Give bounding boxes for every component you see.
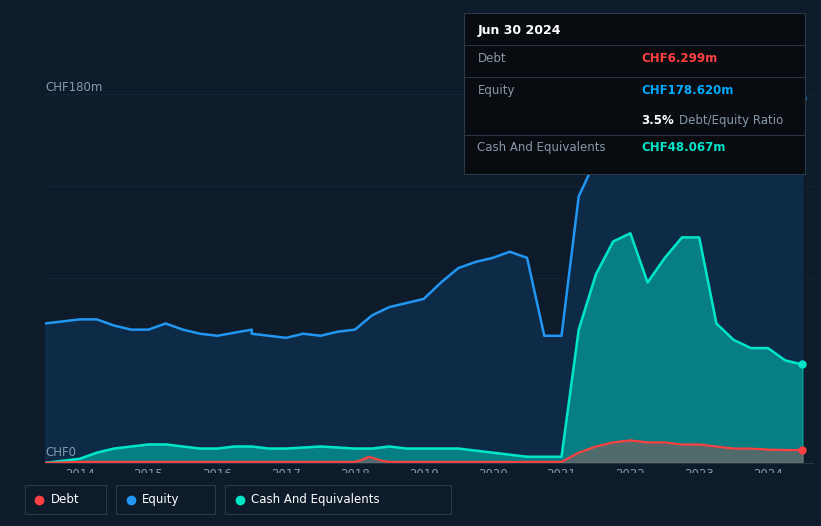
Text: CHF6.299m: CHF6.299m bbox=[641, 52, 718, 65]
FancyBboxPatch shape bbox=[25, 485, 106, 514]
Text: CHF178.620m: CHF178.620m bbox=[641, 84, 733, 97]
Text: Jun 30 2024: Jun 30 2024 bbox=[478, 24, 561, 37]
Text: CHF48.067m: CHF48.067m bbox=[641, 141, 726, 155]
Text: Debt: Debt bbox=[51, 493, 80, 506]
Text: Cash And Equivalents: Cash And Equivalents bbox=[478, 141, 606, 155]
Text: Equity: Equity bbox=[142, 493, 180, 506]
Text: Debt: Debt bbox=[478, 52, 506, 65]
Text: Cash And Equivalents: Cash And Equivalents bbox=[251, 493, 380, 506]
FancyBboxPatch shape bbox=[116, 485, 215, 514]
Text: Equity: Equity bbox=[478, 84, 515, 97]
Text: Debt/Equity Ratio: Debt/Equity Ratio bbox=[678, 114, 782, 127]
Text: CHF180m: CHF180m bbox=[45, 81, 103, 94]
FancyBboxPatch shape bbox=[225, 485, 451, 514]
Text: 3.5%: 3.5% bbox=[641, 114, 674, 127]
Text: CHF0: CHF0 bbox=[45, 446, 76, 459]
